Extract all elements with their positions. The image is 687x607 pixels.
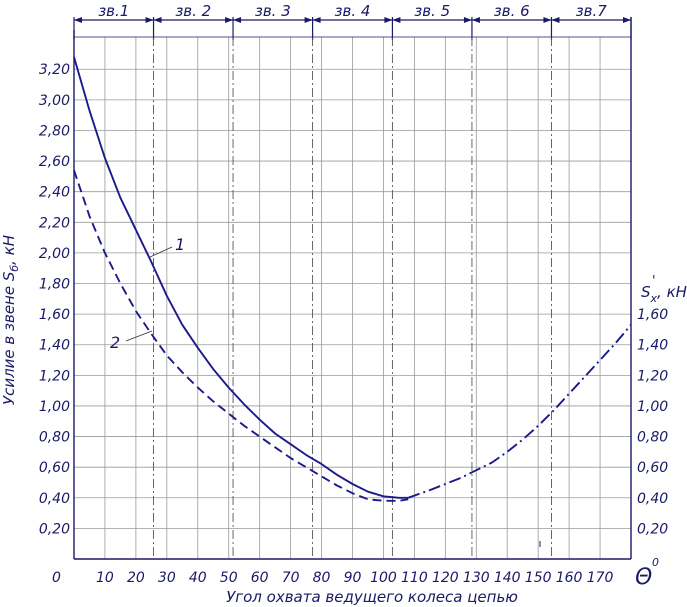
y-axis-title-unit: , кН (0, 235, 18, 265)
y2-tick-label-3: 0,80 (637, 430, 668, 446)
origin-label: 0 (52, 570, 61, 586)
y-tick-label-4: 1,00 (39, 399, 70, 415)
x-tick-label-6: 60 (251, 570, 269, 586)
zone-arrow-left-0 (74, 17, 82, 23)
y-tick-label-15: 3,20 (39, 62, 70, 78)
y2-axis-title: Sx, кН (641, 283, 687, 305)
zone-label-3: зв. 4 (335, 2, 371, 20)
y-tick-label-14: 3,00 (39, 93, 70, 109)
zone-arrow-right-3 (384, 17, 393, 23)
y2-tick-label-5: 1,20 (637, 368, 668, 384)
axes (73, 17, 632, 560)
curve-1-leader: 1 (149, 235, 185, 258)
x-tick-label-8: 80 (313, 570, 331, 586)
curve-label-1: 1 (175, 235, 185, 254)
y2-axis-title-prime: ' (652, 274, 656, 289)
y-tick-label-13: 2,80 (39, 123, 70, 139)
y2-tick-label-1: 0,40 (637, 491, 668, 507)
y-axis-title-main: Усилие в звене S (0, 271, 18, 405)
y-tick-label-3: 0,80 (39, 430, 70, 446)
grid (74, 37, 631, 559)
x-tick-label-9: 90 (344, 570, 362, 586)
x-tick-label-5: 50 (220, 570, 238, 586)
y-tick-label-0: 0,20 (39, 521, 70, 537)
x-unit-label: Θ (635, 565, 652, 590)
tick-labels: 10 20 30 40 50 60 70 80 90 100 110 120 130 140 150 160 1… (39, 62, 668, 586)
y2-tick-label-7: 1,60 (637, 307, 668, 323)
x-tick-label-2: 20 (127, 570, 145, 586)
y-tick-label-2: 0,60 (39, 460, 70, 476)
x-tick-label-14: 140 (494, 570, 521, 586)
x-axis-title: Угол охвата ведущего колеса цепью (226, 588, 518, 606)
link-zones: зв.1 зв. 2 зв. 3 зв. 4 зв. 5 зв. 6 зв.7 (73, 2, 632, 559)
y-tick-label-1: 0,40 (39, 491, 70, 507)
y-tick-label-7: 1,60 (39, 307, 70, 323)
y2-axis-title-subscript: x (650, 292, 658, 305)
zone-arrow-right-6 (623, 17, 631, 23)
zone-label-6: зв.7 (576, 2, 608, 20)
x-tick-label-15: 150 (525, 570, 552, 586)
x-tick-label-12: 120 (432, 570, 459, 586)
x-tick-label-1: 10 (96, 570, 114, 586)
y2-tick-label-4: 1,00 (637, 399, 668, 415)
curve-label-2: 2 (110, 333, 120, 352)
curve-2-leader: 2 (110, 330, 153, 352)
y-tick-label-5: 1,20 (39, 368, 70, 384)
y-tick-label-12: 2,60 (39, 154, 70, 170)
y2-axis-title-main: S (641, 283, 651, 301)
zone-label-5: зв. 6 (494, 2, 530, 20)
x-unit-superscript: 0 (652, 556, 659, 569)
zone-arrow-left-1 (153, 17, 162, 23)
zone-arrow-right-5 (543, 17, 552, 23)
zone-label-4: зв. 5 (414, 2, 450, 20)
zone-label-2: зв. 3 (255, 2, 291, 20)
x-tick-label-7: 70 (282, 570, 300, 586)
x-tick-label-17: 170 (587, 570, 614, 586)
y2-axis-title-unit: , кН (657, 283, 687, 301)
zone-arrow-right-0 (145, 17, 154, 23)
zone-arrow-left-6 (551, 17, 560, 23)
zone-arrow-left-2 (233, 17, 242, 23)
y-axis-title: Усилие в звене Sб, кН (0, 235, 21, 405)
zone-arrow-right-2 (304, 17, 313, 23)
y-tick-label-11: 2,40 (39, 185, 70, 201)
series-line-2 (407, 324, 632, 499)
y2-tick-label-6: 1,40 (637, 338, 668, 354)
y-tick-label-6: 1,40 (39, 338, 70, 354)
zone-label-0: зв.1 (98, 2, 129, 20)
zone-arrow-left-3 (312, 17, 321, 23)
x-tick-label-3: 30 (158, 570, 176, 586)
y-tick-label-9: 2,00 (39, 246, 70, 262)
zone-label-1: зв. 2 (175, 2, 211, 20)
x-tick-label-13: 130 (463, 570, 490, 586)
series-group (73, 56, 632, 502)
x-tick-label-10: 100 (370, 570, 397, 586)
y-axis-title-subscript: б (8, 265, 21, 272)
zone-arrow-right-1 (225, 17, 234, 23)
y2-tick-label-0: 0,20 (637, 521, 668, 537)
x-tick-label-11: 110 (401, 570, 428, 586)
series-line-0 (73, 56, 409, 499)
zone-arrow-left-4 (392, 17, 401, 23)
x-tick-label-4: 40 (189, 570, 207, 586)
y-tick-label-8: 1,80 (39, 277, 70, 293)
zone-arrow-right-4 (463, 17, 472, 23)
y-axis-title-group: Усилие в звене Sб, кН (0, 235, 21, 405)
x-tick-label-16: 160 (556, 570, 583, 586)
y-tick-label-10: 2,20 (39, 215, 70, 231)
zone-arrow-left-5 (471, 17, 480, 23)
series-line-1 (73, 169, 409, 502)
y2-tick-label-2: 0,60 (637, 460, 668, 476)
